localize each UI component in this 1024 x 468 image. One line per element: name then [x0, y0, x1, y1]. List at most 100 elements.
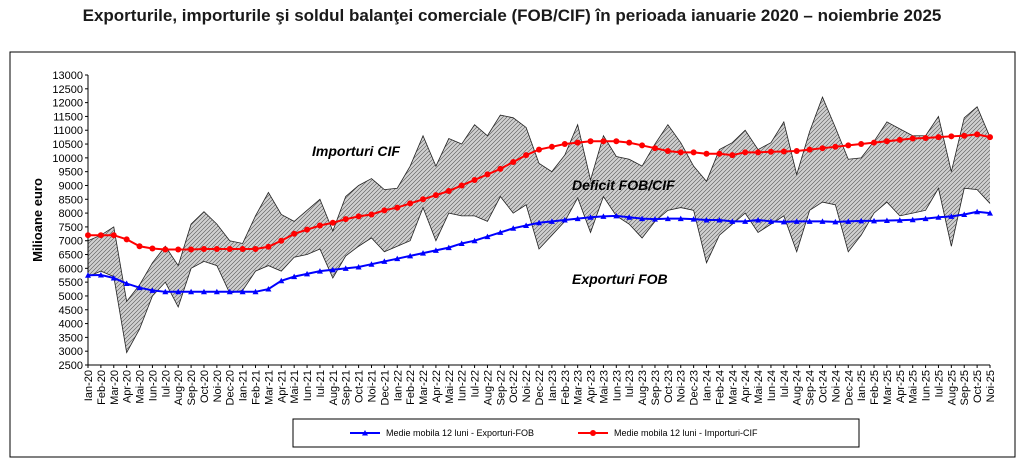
data-point-medie-importuri	[613, 138, 620, 145]
x-tick-label: Mai-21	[289, 370, 301, 404]
data-point-medie-exporturi	[755, 217, 762, 223]
data-point-medie-exporturi	[832, 218, 839, 225]
data-point-medie-importuri	[858, 141, 865, 148]
x-tick-label: Mar-24	[727, 370, 739, 405]
data-point-medie-importuri	[871, 139, 878, 146]
data-point-medie-exporturi	[110, 275, 117, 281]
data-point-medie-importuri	[703, 150, 710, 157]
data-point-medie-exporturi	[716, 217, 723, 223]
data-point-medie-importuri	[329, 219, 336, 226]
x-tick-label: Feb-20	[96, 370, 108, 405]
data-point-medie-importuri	[342, 216, 349, 223]
data-point-medie-exporturi	[600, 213, 607, 219]
data-point-medie-exporturi	[162, 288, 169, 295]
x-tick-label: Sep-25	[959, 370, 971, 405]
data-point-medie-exporturi	[252, 288, 259, 295]
data-point-medie-importuri	[561, 141, 568, 148]
data-point-medie-importuri	[407, 200, 414, 207]
data-point-medie-exporturi	[935, 214, 942, 220]
data-point-medie-importuri	[729, 152, 736, 159]
data-point-medie-importuri	[742, 149, 749, 156]
data-point-medie-exporturi	[896, 217, 903, 223]
x-tick-label: Ian-21	[238, 370, 250, 401]
x-tick-label: Apr-24	[740, 370, 752, 403]
y-tick-label: 7000	[59, 236, 83, 248]
x-tick-label: Mar-20	[109, 370, 121, 405]
x-tick-label: Apr-22	[431, 370, 443, 403]
data-point-medie-importuri	[471, 176, 478, 183]
x-tick-label: Mai-22	[444, 370, 456, 404]
data-point-medie-exporturi	[304, 270, 311, 277]
data-point-medie-importuri	[484, 171, 491, 178]
data-point-medie-exporturi	[407, 252, 414, 259]
data-point-medie-importuri	[767, 148, 774, 155]
data-point-medie-exporturi	[342, 265, 349, 271]
data-point-medie-exporturi	[420, 250, 427, 256]
x-tick-label: Iun-20	[147, 370, 159, 401]
x-tick-label: Ian-22	[392, 370, 404, 401]
x-tick-label: Feb-22	[405, 370, 417, 405]
data-point-medie-importuri	[265, 243, 272, 250]
x-tick-label: Oct-22	[508, 370, 520, 403]
x-tick-label: Aug-21	[328, 370, 340, 405]
x-tick-label: Dec-20	[225, 370, 237, 405]
data-point-medie-importuri	[639, 142, 646, 149]
x-tick-label: Iul-22	[470, 370, 482, 398]
data-point-medie-exporturi	[291, 273, 298, 280]
x-tick-label: Sep-21	[341, 370, 353, 405]
x-tick-label: Mar-25	[882, 370, 894, 405]
x-tick-label: Aug-20	[173, 370, 185, 405]
x-tick-label: Mar-21	[263, 370, 275, 405]
x-tick-label: Sep-24	[805, 370, 817, 405]
data-point-medie-exporturi	[793, 218, 800, 224]
x-tick-label: Iul-20	[160, 370, 172, 398]
y-tick-label: 3000	[59, 346, 83, 358]
y-tick-label: 3500	[59, 332, 83, 344]
data-point-medie-exporturi	[703, 217, 710, 223]
legend-box	[292, 418, 860, 448]
data-point-medie-exporturi	[922, 215, 929, 222]
y-tick-label: 11500	[53, 111, 83, 123]
data-point-medie-exporturi	[471, 237, 478, 244]
data-point-medie-importuri	[316, 222, 323, 229]
data-point-medie-importuri	[626, 139, 633, 146]
y-tick-label: 10500	[52, 139, 83, 151]
x-tick-label: Oct-21	[354, 370, 366, 403]
data-point-medie-importuri	[149, 245, 156, 252]
data-point-medie-exporturi	[690, 216, 697, 222]
y-tick-label: 11000	[53, 125, 83, 137]
x-tick-label: Noi-21	[366, 370, 378, 402]
y-tick-label: 8000	[59, 208, 83, 220]
data-point-medie-importuri	[355, 213, 362, 220]
data-point-medie-exporturi	[458, 240, 465, 246]
x-tick-label: Mar-23	[573, 370, 585, 405]
data-point-medie-exporturi	[858, 217, 865, 224]
data-point-medie-importuri	[97, 232, 104, 239]
y-tick-label: 12500	[52, 84, 83, 96]
chart-frame	[9, 51, 1016, 458]
y-tick-label: 9000	[59, 180, 83, 192]
x-tick-label: Ian-24	[702, 370, 714, 401]
data-point-medie-exporturi	[729, 218, 736, 224]
y-tick-label: 13000	[52, 70, 83, 82]
data-point-medie-exporturi	[278, 277, 285, 284]
y-tick-label: 5500	[59, 277, 83, 289]
y-axis-label: Milioane euro	[30, 178, 45, 262]
x-tick-label: Dec-24	[843, 370, 855, 405]
x-tick-label: Iun-25	[921, 370, 933, 401]
data-point-medie-exporturi	[510, 225, 517, 231]
data-point-medie-exporturi	[265, 286, 272, 292]
x-tick-label: Mar-22	[418, 370, 430, 405]
data-point-medie-importuri	[819, 145, 826, 152]
data-point-medie-exporturi	[329, 266, 336, 273]
data-point-medie-importuri	[381, 207, 388, 214]
x-tick-label: Feb-24	[714, 370, 726, 405]
chart-annotation: Importuri CIF	[312, 143, 400, 159]
data-point-medie-importuri	[432, 192, 439, 199]
legend-label-medie-exporturi: Medie mobila 12 luni - Exporturi-FOB	[386, 428, 534, 438]
series-line-importuri-cif	[87, 96, 991, 303]
data-point-medie-importuri	[651, 145, 658, 152]
data-point-medie-importuri	[587, 138, 594, 145]
data-point-medie-importuri	[304, 226, 311, 233]
